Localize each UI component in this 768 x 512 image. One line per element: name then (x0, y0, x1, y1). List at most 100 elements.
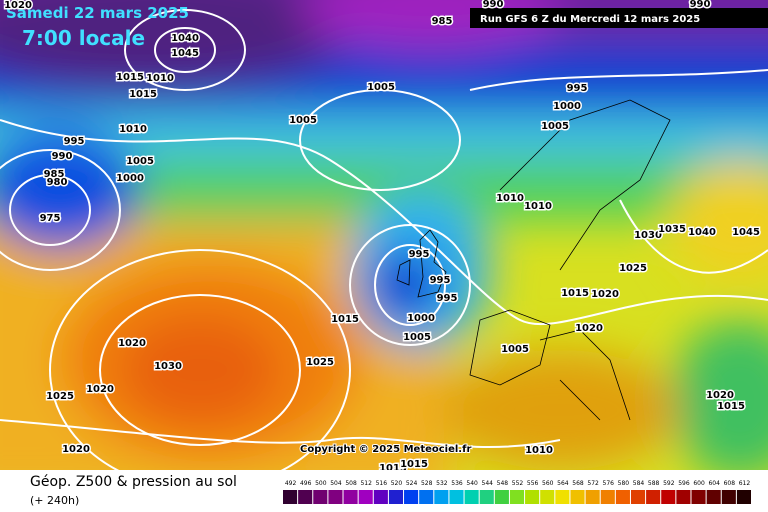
legend-level: 544 (482, 480, 494, 487)
legend-level: 516 (376, 480, 388, 487)
isobar-label: 990 (52, 151, 73, 162)
legend-level: 520 (391, 480, 403, 487)
legend-swatch (540, 490, 555, 504)
legend-level: 600 (693, 480, 705, 487)
legend-swatch (661, 490, 676, 504)
isobar-label: 985 (44, 169, 65, 180)
legend-swatch (373, 490, 388, 504)
isobar-label: 1025 (46, 391, 74, 402)
legend-level: 588 (648, 480, 660, 487)
isobar-label: 1020 (118, 338, 146, 349)
legend-level: 560 (542, 480, 554, 487)
legend-level: 552 (512, 480, 524, 487)
legend-swatch (570, 490, 585, 504)
isobar-label: 1010 (524, 201, 552, 212)
isobar-label: 1035 (658, 224, 686, 235)
isobar-label: 1040 (171, 33, 199, 44)
isobar-label: 980 (47, 177, 68, 188)
legend: 492 496 500 504 508 512 516 520 524 528 532 536 540 5… (283, 480, 751, 504)
legend-swatch (706, 490, 721, 504)
legend-swatch (343, 490, 358, 504)
legend-level: 596 (678, 480, 690, 487)
isobars (0, 9, 768, 470)
legend-level: 496 (300, 480, 312, 487)
legend-level: 608 (724, 480, 736, 487)
isobar-label: 1000 (553, 101, 581, 112)
legend-level: 500 (315, 480, 327, 487)
isobar-label: 1020 (86, 384, 114, 395)
isobar-labels: 1020 990 990 985 1040 1045 1015 1010 1015 1005 995… (3, 0, 762, 476)
legend-swatch (691, 490, 706, 504)
legend-swatch (404, 490, 419, 504)
legend-level: 492 (285, 480, 297, 487)
legend-level: 540 (466, 480, 478, 487)
legend-level: 580 (618, 480, 630, 487)
isobar-label: 1030 (154, 361, 182, 372)
legend-swatch (676, 490, 691, 504)
legend-level: 508 (345, 480, 357, 487)
isobar-label: 1010 (146, 73, 174, 84)
isobar-label: 995 (409, 249, 430, 260)
legend-swatch (630, 490, 646, 504)
legend-level: 504 (330, 480, 342, 487)
isobar-label: 1005 (367, 82, 395, 93)
legend-level: 576 (603, 480, 615, 487)
legend-swatch (615, 490, 630, 504)
isobar-label: 990 (483, 0, 504, 10)
legend-swatch (525, 490, 540, 504)
footer-title: Géop. Z500 & pression au sol (30, 474, 237, 490)
legend-swatch (494, 490, 509, 504)
isobar-label: 1005 (289, 115, 317, 126)
isobar-label: 1015 (717, 401, 745, 412)
legend-swatch (328, 490, 343, 504)
copyright: Copyright © 2025 Meteociel.fr (300, 444, 471, 455)
legend-swatch (283, 490, 298, 504)
legend-level: 568 (572, 480, 584, 487)
legend-swatch (434, 490, 449, 504)
legend-swatch (721, 490, 736, 504)
date: Samedi 22 mars 2025 (6, 4, 189, 22)
legend-swatch (449, 490, 464, 504)
isobar-label: 1010 (525, 445, 553, 456)
isobar-label: 1020 (591, 289, 619, 300)
legend-level: 572 (587, 480, 599, 487)
isobar-label: 1015 (129, 89, 157, 100)
run: Run GFS 6 Z du Mercredi 12 mars 2025 (480, 14, 700, 25)
legend-swatch (298, 490, 313, 504)
legend-level: 532 (436, 480, 448, 487)
legend-swatch (464, 490, 479, 504)
isobar-label: 1000 (116, 173, 144, 184)
isobar-label: 1005 (403, 332, 431, 343)
isobar-label: 1020 (4, 0, 32, 11)
legend-swatch (555, 490, 570, 504)
legend-swatch (509, 490, 525, 504)
legend-level: 604 (708, 480, 720, 487)
legend-level: 548 (497, 480, 509, 487)
isobar-label: 1015 (400, 459, 428, 470)
legend-level: 528 (421, 480, 433, 487)
isobar-label: 990 (690, 0, 711, 10)
legend-level: 584 (633, 480, 645, 487)
legend-swatch (646, 490, 661, 504)
time: 7:00 locale (22, 26, 145, 50)
legend-swatch (600, 490, 615, 504)
legend-swatch (388, 490, 404, 504)
legend-level: 564 (557, 480, 569, 487)
legend-level: 524 (406, 480, 418, 487)
legend-swatch (419, 490, 434, 504)
isobar-label: 1025 (619, 263, 647, 274)
isobar-label: 1010 (496, 193, 524, 204)
isobar-label: 1020 (706, 390, 734, 401)
isobar-label: 1005 (126, 156, 154, 167)
isobar-label: 1005 (541, 121, 569, 132)
isobar-label: 1010 (119, 124, 147, 135)
isobar-label: 995 (430, 275, 451, 286)
isobar-label: 1040 (688, 227, 716, 238)
isobar-label: 1045 (171, 48, 199, 59)
isobar-label: 1005 (501, 344, 529, 355)
isobar-label: 1030 (634, 230, 662, 241)
isobar-label: 995 (64, 136, 85, 147)
isobar-label: 1020 (575, 323, 603, 334)
